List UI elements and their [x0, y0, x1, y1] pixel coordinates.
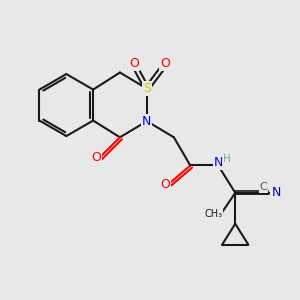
Text: N: N — [272, 186, 281, 199]
Text: C: C — [260, 182, 268, 192]
Text: N: N — [142, 115, 152, 128]
Text: CH₃: CH₃ — [205, 209, 223, 220]
Text: O: O — [91, 151, 101, 164]
Text: S: S — [143, 82, 151, 95]
Text: N: N — [214, 156, 223, 169]
Text: O: O — [129, 57, 139, 70]
Text: O: O — [160, 178, 170, 190]
Text: O: O — [160, 57, 170, 70]
Text: H: H — [223, 154, 230, 164]
